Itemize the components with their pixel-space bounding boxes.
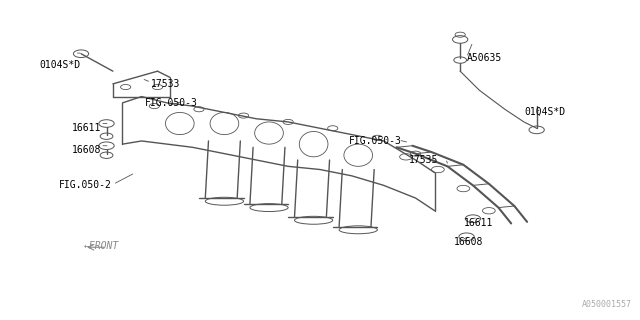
Text: 0104S*D: 0104S*D [524,108,565,117]
Text: 16611: 16611 [72,123,101,133]
Text: A50635: A50635 [467,53,502,63]
Text: 16608: 16608 [72,146,101,156]
Text: 17535: 17535 [409,155,438,165]
Text: FIG.050-2: FIG.050-2 [59,180,111,190]
Text: A050001557: A050001557 [582,300,632,309]
Text: ←FRONT: ←FRONT [84,241,120,251]
Text: 16611: 16611 [463,219,493,228]
Text: FIG.050-3: FIG.050-3 [349,136,401,146]
Text: 0104S*D: 0104S*D [40,60,81,70]
Text: 17533: 17533 [151,79,180,89]
Text: 16608: 16608 [454,237,483,247]
Text: FIG.050-3: FIG.050-3 [145,98,198,108]
